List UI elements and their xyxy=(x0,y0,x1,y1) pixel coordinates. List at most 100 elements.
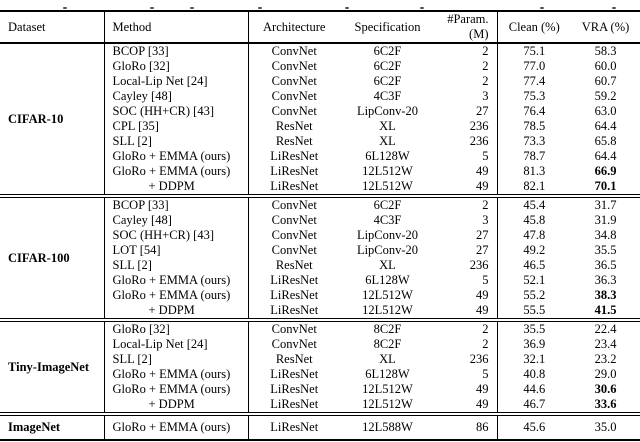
method-cell: SOC (HH+CR) [43] xyxy=(104,228,249,243)
clipped-caption-text xyxy=(0,0,640,10)
table-row: CPL [35] ResNet XL 236 78.5 64.4 xyxy=(0,119,640,134)
params-cell: 5 xyxy=(435,273,498,288)
specification-cell: 8C2F xyxy=(373,322,402,336)
params-cell: 236 xyxy=(435,119,498,134)
clean-cell: 45.6 xyxy=(523,420,546,434)
table-row: CIFAR-100 BCOP [33] ConvNet 6C2F 2 45.4 31.7 xyxy=(0,196,640,320)
table-row: SOC (HH+CR) [43] ConvNet LipConv-20 27 76.4 6… xyxy=(0,104,640,119)
params-cell: 49 xyxy=(435,303,498,320)
header-dataset: Dataset xyxy=(0,11,105,44)
method-cell: SLL [2] xyxy=(104,258,249,273)
params-cell: 2 xyxy=(435,74,498,89)
vra-cell: 66.9 xyxy=(594,164,617,178)
architecture-cell: LiResNet xyxy=(270,164,319,178)
table-header: Dataset Method Architecture Specificatio… xyxy=(0,11,640,44)
specification-cell: LipConv-20 xyxy=(356,228,419,242)
params-cell: 49 xyxy=(435,288,498,303)
params-cell: 27 xyxy=(435,228,498,243)
specification-cell: 8C2F xyxy=(373,337,402,351)
caption-glyph-fragment xyxy=(540,7,544,9)
clean-cell: 77.0 xyxy=(523,59,546,73)
method-cell: CPL [35] xyxy=(104,119,249,134)
architecture-cell: ConvNet xyxy=(271,322,317,336)
table-row: Local-Lip Net [24] ConvNet 6C2F 2 77.4 60.7 xyxy=(0,74,640,89)
architecture-cell: ConvNet xyxy=(271,59,317,73)
clean-cell: 76.4 xyxy=(523,104,546,118)
clean-cell: 78.7 xyxy=(523,149,546,163)
specification-cell: 4C3F xyxy=(373,89,402,103)
caption-glyph-fragment xyxy=(63,7,67,9)
vra-cell: 60.7 xyxy=(594,74,617,88)
header-clean-accuracy: Clean (%) xyxy=(497,11,571,44)
specification-cell: XL xyxy=(379,258,396,272)
specification-cell: LipConv-20 xyxy=(356,243,419,257)
vra-cell: 22.4 xyxy=(594,322,617,336)
table-row: GloRo + EMMA (ours) LiResNet 6L128W 5 40.8 29… xyxy=(0,367,640,382)
architecture-cell: ConvNet xyxy=(271,228,317,242)
table-row: Cayley [48] ConvNet 4C3F 3 75.3 59.2 xyxy=(0,89,640,104)
table-row: + DDPM LiResNet 12L512W 49 82.1 70.1 xyxy=(0,179,640,196)
header-architecture: Architecture xyxy=(248,11,340,44)
clean-cell: 44.6 xyxy=(523,382,546,396)
vra-cell: 35.5 xyxy=(594,243,617,257)
table-row: SOC (HH+CR) [43] ConvNet LipConv-20 27 47.8 3… xyxy=(0,228,640,243)
architecture-cell: ResNet xyxy=(275,134,313,148)
specification-cell: 12L512W xyxy=(362,303,413,317)
clean-cell: 77.4 xyxy=(523,74,546,88)
vra-cell: 60.0 xyxy=(594,59,617,73)
specification-cell: 6C2F xyxy=(373,74,402,88)
clean-cell: 35.5 xyxy=(523,322,546,336)
clean-cell: 75.3 xyxy=(523,89,546,103)
architecture-cell: ConvNet xyxy=(271,44,317,58)
params-cell: 236 xyxy=(435,352,498,367)
method-cell: LOT [54] xyxy=(104,243,249,258)
architecture-cell: ConvNet xyxy=(271,74,317,88)
clean-cell: 55.2 xyxy=(523,288,546,302)
method-cell: GloRo + EMMA (ours) xyxy=(104,273,249,288)
table-row: Local-Lip Net [24] ConvNet 8C2F 2 36.9 23.4 xyxy=(0,337,640,352)
header-params: #Param. (M) xyxy=(435,11,498,44)
method-cell: BCOP [33] xyxy=(104,196,249,213)
specification-cell: 12L512W xyxy=(362,288,413,302)
vra-cell: 63.0 xyxy=(594,104,617,118)
specification-cell: 12L512W xyxy=(362,179,413,193)
clean-cell: 47.8 xyxy=(523,228,546,242)
vra-cell: 34.8 xyxy=(594,228,617,242)
clean-cell: 49.2 xyxy=(523,243,546,257)
method-cell: GloRo + EMMA (ours) xyxy=(104,382,249,397)
params-cell: 2 xyxy=(435,43,498,59)
table-row: SLL [2] ResNet XL 236 46.5 36.5 xyxy=(0,258,640,273)
vra-cell: 29.0 xyxy=(594,367,617,381)
clean-cell: 52.1 xyxy=(523,273,546,287)
table-row: SLL [2] ResNet XL 236 73.3 65.8 xyxy=(0,134,640,149)
clean-cell: 32.1 xyxy=(523,352,546,366)
method-cell: GloRo + EMMA (ours) xyxy=(104,367,249,382)
table-row: GloRo + EMMA (ours) LiResNet 12L512W 49 81.3… xyxy=(0,164,640,179)
method-cell: Cayley [48] xyxy=(104,89,249,104)
specification-cell: 6C2F xyxy=(373,44,402,58)
architecture-cell: ConvNet xyxy=(271,243,317,257)
vra-cell: 30.6 xyxy=(594,382,617,396)
table-row: Tiny-ImageNet GloRo [32] ConvNet 8C2F 2 35.5 2… xyxy=(0,320,640,414)
params-cell: 5 xyxy=(435,367,498,382)
specification-cell: XL xyxy=(379,119,396,133)
params-cell: 236 xyxy=(435,134,498,149)
method-cell: GloRo [32] xyxy=(104,320,249,337)
table-row: ImageNet GloRo + EMMA (ours) LiResNet 12L58… xyxy=(0,414,640,440)
params-cell: 3 xyxy=(435,213,498,228)
table-row: GloRo + EMMA (ours) LiResNet 12L512W 49 44.6… xyxy=(0,382,640,397)
specification-cell: LipConv-20 xyxy=(356,104,419,118)
header-specification: Specification xyxy=(340,11,435,44)
specification-cell: XL xyxy=(379,134,396,148)
specification-cell: 6L128W xyxy=(365,273,410,287)
table-row: + DDPM LiResNet 12L512W 49 46.7 33.6 xyxy=(0,397,640,414)
method-cell: + DDPM xyxy=(104,303,249,320)
architecture-cell: LiResNet xyxy=(270,397,319,411)
vra-cell: 35.0 xyxy=(594,420,617,434)
header-method: Method xyxy=(104,11,249,44)
vra-cell: 65.8 xyxy=(594,134,617,148)
params-cell: 236 xyxy=(435,258,498,273)
clean-cell: 81.3 xyxy=(523,164,546,178)
caption-glyph-fragment xyxy=(150,7,154,9)
vra-cell: 36.5 xyxy=(594,258,617,272)
